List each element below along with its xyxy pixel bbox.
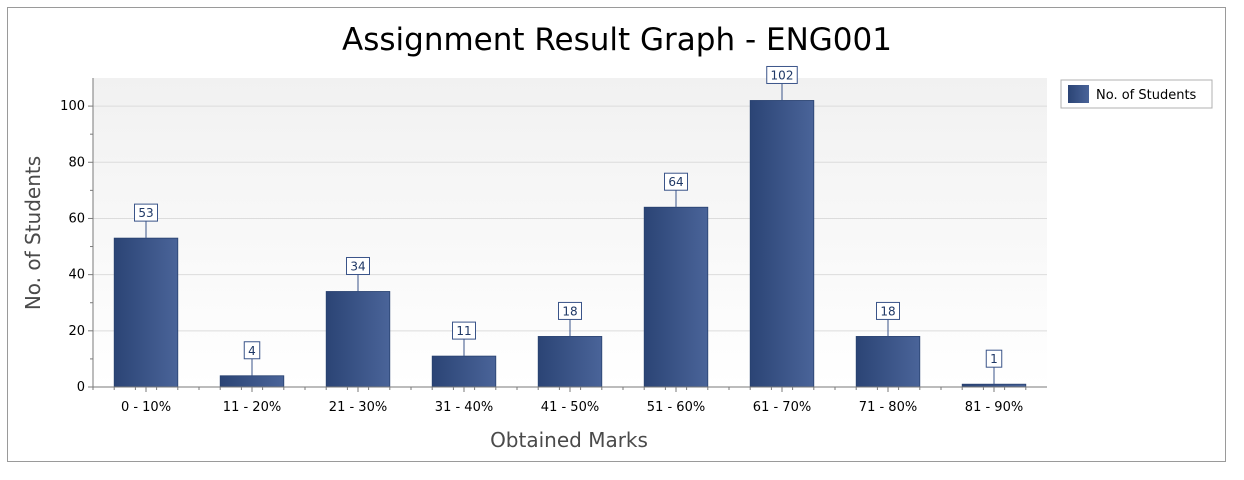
bar bbox=[113, 237, 179, 388]
x-axis-ticks: 0 - 10% 11 - 20% 21 - 30% 31 - 40% 41 - 50% 5… bbox=[92, 387, 1027, 415]
y-tick-label: 100 bbox=[60, 99, 85, 114]
data-label: 4 bbox=[248, 344, 256, 358]
bar bbox=[855, 336, 921, 388]
y-tick-label: 20 bbox=[68, 324, 85, 339]
bar bbox=[325, 291, 391, 388]
y-tick-label: 80 bbox=[68, 155, 85, 170]
data-label-box bbox=[134, 203, 158, 222]
data-label: 34 bbox=[350, 259, 365, 273]
y-tick-label: 60 bbox=[68, 211, 85, 226]
bar bbox=[537, 336, 603, 388]
x-tick-label: 11 - 20% bbox=[223, 400, 281, 415]
bar bbox=[431, 355, 497, 388]
x-tick-label: 41 - 50% bbox=[541, 400, 599, 415]
x-tick-label: 21 - 30% bbox=[329, 400, 387, 415]
legend: No. of Students bbox=[1060, 79, 1213, 109]
data-label: 64 bbox=[668, 175, 683, 189]
y-axis-title: No. of Students bbox=[21, 156, 45, 310]
x-tick-label: 61 - 70% bbox=[753, 400, 811, 415]
data-label: 11 bbox=[456, 324, 471, 338]
y-axis-ticks: 0 20 40 60 80 100 bbox=[60, 99, 93, 395]
x-tick-label: 31 - 40% bbox=[435, 400, 493, 415]
data-label: 18 bbox=[562, 304, 577, 318]
data-label-box bbox=[876, 301, 900, 320]
legend-label: No. of Students bbox=[1096, 88, 1197, 103]
data-label: 102 bbox=[771, 68, 794, 82]
data-label-box bbox=[558, 301, 582, 320]
legend-swatch bbox=[1068, 85, 1089, 103]
chart-title: Assignment Result Graph - ENG001 bbox=[342, 22, 892, 58]
x-axis-title: Obtained Marks bbox=[490, 428, 648, 452]
y-tick-label: 0 bbox=[77, 380, 85, 395]
bar bbox=[643, 206, 709, 388]
data-label: 1 bbox=[990, 352, 998, 366]
grid-lines bbox=[93, 105, 1047, 332]
x-tick-label: 71 - 80% bbox=[859, 400, 917, 415]
y-tick-label: 40 bbox=[68, 268, 85, 283]
bar bbox=[219, 375, 285, 388]
bars bbox=[113, 100, 1027, 388]
data-label-box bbox=[243, 341, 261, 360]
x-tick-label: 81 - 90% bbox=[965, 400, 1023, 415]
data-label: 53 bbox=[138, 206, 153, 220]
x-tick-label: 0 - 10% bbox=[121, 400, 171, 415]
data-label-box bbox=[346, 256, 370, 275]
bar bbox=[749, 100, 815, 388]
data-label-box bbox=[985, 349, 1003, 368]
data-labels: 53 4 34 11 18 64 102 18 1 bbox=[134, 65, 1003, 385]
data-label-box bbox=[452, 321, 476, 340]
x-tick-label: 51 - 60% bbox=[647, 400, 705, 415]
data-label-box bbox=[664, 172, 688, 191]
data-label-box bbox=[766, 65, 798, 84]
data-label: 18 bbox=[880, 304, 895, 318]
